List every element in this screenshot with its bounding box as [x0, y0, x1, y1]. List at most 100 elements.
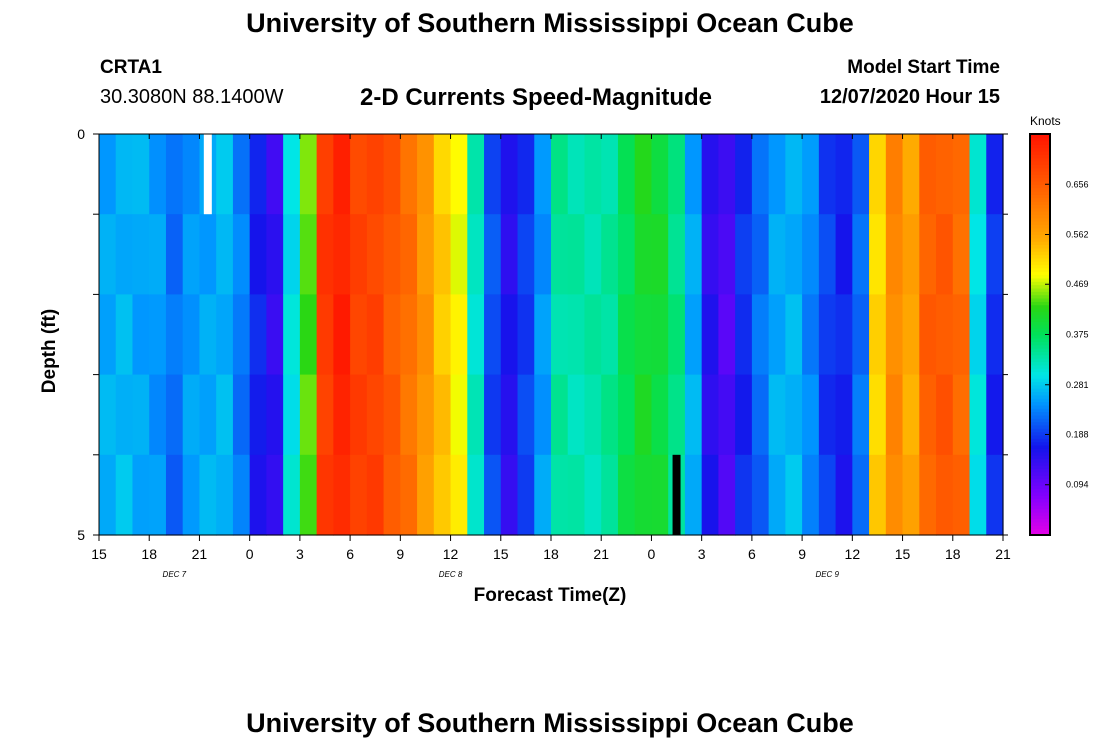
- colorbar-swatch: [1030, 311, 1050, 316]
- heatmap-cell: [617, 134, 636, 215]
- x-tick-label: 3: [698, 546, 706, 562]
- heatmap-cell: [785, 134, 803, 215]
- heatmap-cell: [199, 294, 217, 376]
- heatmap-cell: [467, 454, 485, 536]
- colorbar-swatch: [1030, 147, 1050, 152]
- heatmap-cell: [885, 134, 904, 215]
- heatmap-cell: [132, 374, 150, 456]
- colorbar-swatch: [1030, 260, 1050, 266]
- heatmap-cell: [684, 294, 703, 376]
- heatmap-cell: [115, 214, 134, 295]
- heatmap-cell: [551, 134, 569, 215]
- x-tick-label: 6: [346, 546, 354, 562]
- heatmap-cell: [718, 374, 736, 456]
- heatmap-cell: [266, 374, 284, 456]
- heatmap-cell: [852, 454, 870, 536]
- heatmap-cell: [969, 374, 987, 456]
- heatmap-cell: [333, 134, 351, 215]
- heatmap-cell: [266, 134, 284, 215]
- heatmap-cell: [517, 134, 535, 215]
- heatmap-cell: [986, 374, 1004, 456]
- heatmap-cell: [852, 374, 870, 456]
- heatmap-cell: [517, 294, 535, 376]
- heatmap-cell: [433, 294, 452, 376]
- heatmap-cell: [517, 374, 535, 456]
- colorbar-swatch: [1030, 331, 1050, 336]
- colorbar-swatch: [1030, 287, 1050, 292]
- x-tick-label: 18: [945, 546, 961, 562]
- colorbar-swatch: [1030, 347, 1050, 353]
- heatmap-cell: [668, 134, 686, 215]
- heatmap-cell: [919, 454, 937, 536]
- heatmap-cell: [433, 374, 452, 456]
- heatmap-cell: [450, 454, 468, 536]
- colorbar-swatch: [1030, 464, 1050, 469]
- colorbar-tick-label: 0.281: [1066, 380, 1089, 390]
- heatmap-cell: [684, 454, 703, 536]
- axes: 15 18 21 0 3 6 9 12 15 18 21 0 3 6 9 12 15 18 21 DEC 7 DEC 8…: [77, 126, 1011, 579]
- colorbar-swatch: [1030, 187, 1050, 192]
- model-start-time: 12/07/2020 Hour 15: [819, 86, 1000, 108]
- heatmap-cell: [651, 454, 669, 536]
- heatmap-cell: [601, 294, 619, 376]
- heatmap-cell: [785, 374, 803, 456]
- chart-title: 2-D Currents Speed-Magnitude: [360, 84, 713, 111]
- heatmap-cell: [835, 374, 853, 456]
- heatmap-cell: [182, 294, 201, 376]
- missing-data-cell: [203, 134, 212, 215]
- colorbar-swatch: [1030, 334, 1050, 339]
- colorbar-swatch: [1030, 491, 1050, 496]
- x-tick-label: 3: [296, 546, 304, 562]
- heatmap-cell: [651, 294, 669, 376]
- heatmap-cell: [366, 454, 385, 536]
- heatmap-cell: [701, 374, 720, 456]
- heatmap-cell: [952, 134, 971, 215]
- colorbar-swatch: [1030, 164, 1050, 169]
- heatmap-cell: [718, 134, 736, 215]
- colorbar-swatch: [1030, 484, 1050, 490]
- heatmap-cell: [484, 374, 502, 456]
- colorbar-swatch: [1030, 401, 1050, 406]
- colorbar-swatch: [1030, 351, 1050, 356]
- heatmap-cell: [316, 134, 334, 215]
- colorbar-swatch: [1030, 514, 1050, 520]
- heatmap-cell: [333, 214, 351, 295]
- heatmap-cell: [617, 454, 636, 536]
- heatmap-cell: [818, 374, 837, 456]
- heatmap-cell: [165, 454, 184, 536]
- colorbar-tick-label: 0.094: [1066, 480, 1089, 490]
- colorbar-swatch: [1030, 291, 1050, 296]
- colorbar-swatch: [1030, 387, 1050, 393]
- heatmap-cell: [735, 374, 753, 456]
- heatmap-cell: [952, 294, 971, 376]
- colorbar-swatch: [1030, 194, 1050, 199]
- heatmap-cell: [684, 214, 703, 295]
- colorbar-swatch: [1030, 394, 1050, 399]
- heatmap-cell: [383, 454, 401, 536]
- heatmap-cell: [450, 294, 468, 376]
- heatmap-cell: [149, 294, 167, 376]
- heatmap-cell: [484, 454, 502, 536]
- heatmap-cell: [400, 374, 418, 456]
- x-tick-label: 21: [995, 546, 1011, 562]
- heatmap-cell: [768, 134, 786, 215]
- heatmap-cells: [99, 134, 1004, 536]
- heatmap-cell: [936, 374, 954, 456]
- colorbar-swatch: [1030, 451, 1050, 456]
- heatmap-cell: [132, 454, 150, 536]
- heatmap-cell: [634, 374, 653, 456]
- heatmap-cell: [802, 294, 820, 376]
- x-tick-label: 9: [798, 546, 806, 562]
- colorbar-swatch: [1030, 307, 1050, 312]
- heatmap-cell: [484, 214, 502, 295]
- colorbar-swatch: [1030, 481, 1050, 486]
- heatmap-cell: [500, 374, 519, 456]
- heatmap-cell: [651, 214, 669, 295]
- heatmap-cell: [534, 374, 552, 456]
- colorbar-swatch: [1030, 324, 1050, 329]
- heatmap-cell: [936, 294, 954, 376]
- heatmap-cell: [333, 294, 351, 376]
- heatmap-cell: [484, 134, 502, 215]
- heatmap-cell: [350, 294, 368, 376]
- heatmap-cell: [701, 294, 720, 376]
